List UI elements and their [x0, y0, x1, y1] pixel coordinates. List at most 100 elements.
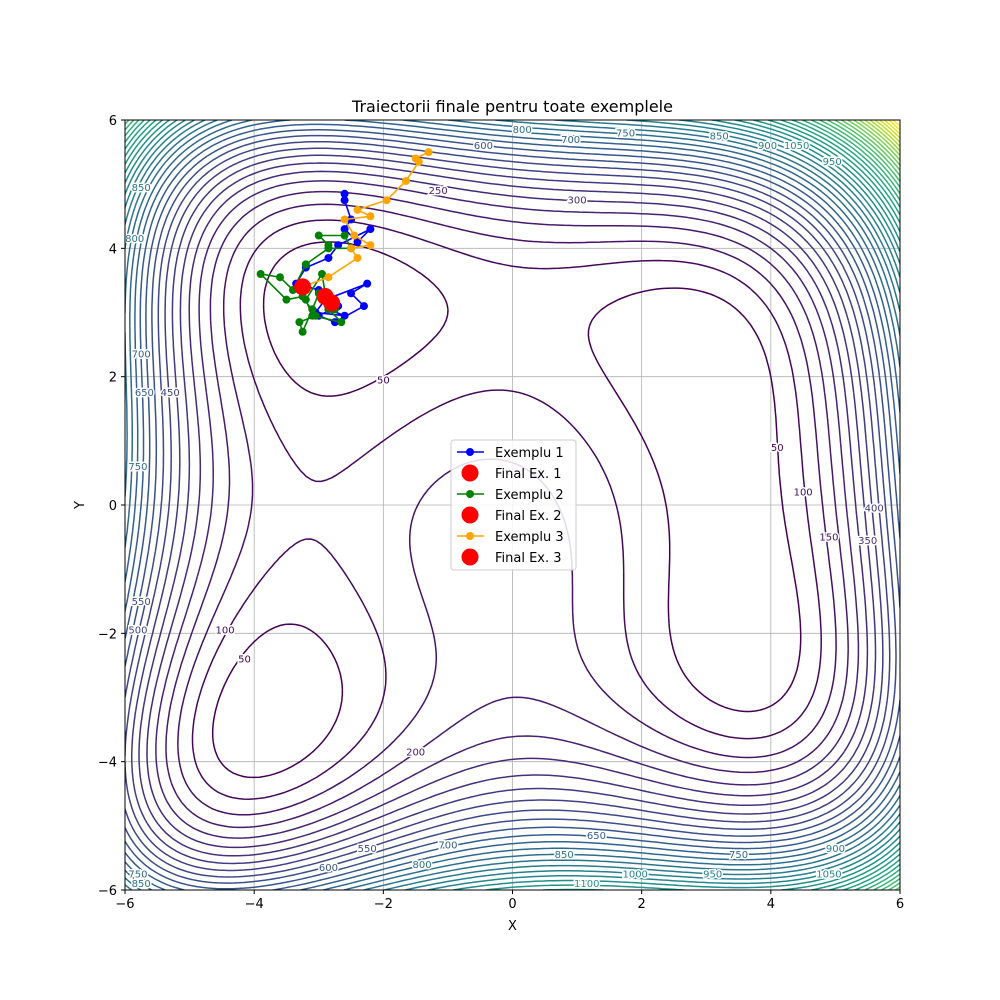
contour-line-1250 [125, 120, 900, 890]
trajectory-point [359, 302, 368, 311]
legend-entry-exemplu-2: Exemplu 2 [457, 488, 564, 503]
contour-label: 50 [377, 375, 390, 386]
contour-label: 700 [438, 841, 457, 852]
contour-line-550 [125, 134, 900, 884]
trajectory-point [340, 196, 349, 205]
trajectory-point [347, 289, 356, 298]
y-tick-label: −2 [98, 627, 117, 642]
contour-line-300 [146, 170, 869, 849]
x-tick-label: −4 [245, 897, 264, 912]
trajectory-point [366, 241, 375, 250]
contour-label: 100 [216, 626, 235, 637]
legend-marker [466, 532, 474, 540]
legend-entry-final-ex-2: Final Ex. 2 [461, 506, 562, 524]
contour-label: 800 [413, 860, 432, 871]
contour-line-1550 [834, 120, 900, 890]
contour-label: 850 [132, 879, 151, 890]
contour-label: 50 [238, 655, 251, 666]
y-tick-label: 4 [109, 242, 117, 257]
contour-label: 900 [826, 844, 845, 855]
trajectory-point [308, 311, 317, 320]
contour-label: 800 [513, 125, 532, 136]
contour-line-800 [125, 120, 900, 890]
contour-label: 850 [710, 132, 729, 143]
contour-label: 1000 [622, 869, 647, 880]
trajectory-point [276, 273, 284, 282]
contour-label: 900 [758, 141, 777, 152]
legend-marker [466, 490, 474, 498]
x-tick-label: 0 [508, 897, 516, 912]
trajectory-point [353, 253, 362, 262]
contour-line-200 [165, 190, 849, 829]
legend-entry-exemplu-1: Exemplu 1 [457, 446, 564, 461]
trajectory-point [334, 241, 343, 250]
trajectory-point [382, 196, 391, 205]
contour-label: 600 [474, 141, 493, 152]
trajectory-point [401, 176, 410, 185]
x-tick-label: −6 [115, 897, 134, 912]
trajectory-point [295, 318, 304, 327]
legend-entry-exemplu-3: Exemplu 3 [457, 530, 564, 545]
contour-label: 1100 [574, 879, 599, 890]
contour-line-450 [125, 147, 891, 872]
y-tick-label: 2 [109, 371, 117, 386]
legend-marker [461, 506, 479, 524]
contour-label: 1050 [784, 141, 809, 152]
trajectory-point [340, 225, 349, 234]
trajectory-point [414, 157, 423, 166]
y-tick-label: 6 [109, 114, 117, 129]
y-axis-label: Y [73, 501, 88, 510]
contour-line-500 [125, 140, 897, 878]
contour-label: 650 [135, 388, 154, 399]
contour-label: 550 [358, 844, 377, 855]
x-axis-label: X [508, 919, 517, 934]
contour-label: 700 [561, 135, 580, 146]
contour-line-50 [211, 241, 802, 779]
contour-line-400 [130, 154, 884, 865]
legend-marker [461, 548, 479, 566]
contour-label: 550 [132, 597, 151, 608]
contour-label: 600 [319, 863, 338, 874]
legend-marker [466, 448, 474, 456]
contour-line-650 [125, 123, 900, 890]
x-tick-label: 2 [638, 897, 646, 912]
trajectory-point [353, 237, 362, 246]
trajectory-point [366, 212, 375, 221]
trajectory-point [324, 273, 333, 282]
contour-line-350 [138, 162, 877, 857]
final-point-2 [316, 287, 334, 305]
contour-label: 700 [132, 350, 151, 361]
contour-label: 750 [128, 869, 147, 880]
contour-line-1750 [858, 120, 900, 156]
contour-line-250 [155, 180, 860, 839]
contour-label: 650 [587, 831, 606, 842]
legend-label: Exemplu 1 [495, 446, 564, 461]
contour-label: 950 [703, 869, 722, 880]
contour-label: 500 [128, 626, 147, 637]
final-points [294, 278, 341, 312]
contour-label: 200 [406, 748, 425, 759]
contour-line-150 [177, 203, 837, 816]
legend-label: Final Ex. 2 [495, 509, 562, 524]
contour-label: 50 [771, 443, 784, 454]
contour-line-1450 [125, 120, 900, 890]
contour-line-1950 [879, 120, 900, 139]
trajectory-point [353, 205, 362, 214]
trajectory-point [340, 311, 349, 320]
contour-label: 1050 [816, 869, 841, 880]
trajectory-point [324, 253, 333, 262]
chart-title: Traiectorii finale pentru toate exemplel… [351, 97, 673, 116]
trajectory-point [366, 225, 375, 234]
y-tick-label: −6 [98, 884, 117, 899]
legend-entry-final-ex-3: Final Ex. 3 [461, 548, 562, 566]
trajectory-point [256, 270, 265, 278]
contour-label: 350 [858, 536, 877, 547]
contour-line-100 [191, 219, 822, 800]
x-tick-label: −2 [374, 897, 393, 912]
trajectory-point [301, 295, 310, 304]
trajectory-point [298, 327, 307, 336]
legend-label: Exemplu 3 [495, 530, 564, 545]
contour-label: 750 [729, 850, 748, 861]
trajectory-point [308, 305, 317, 314]
